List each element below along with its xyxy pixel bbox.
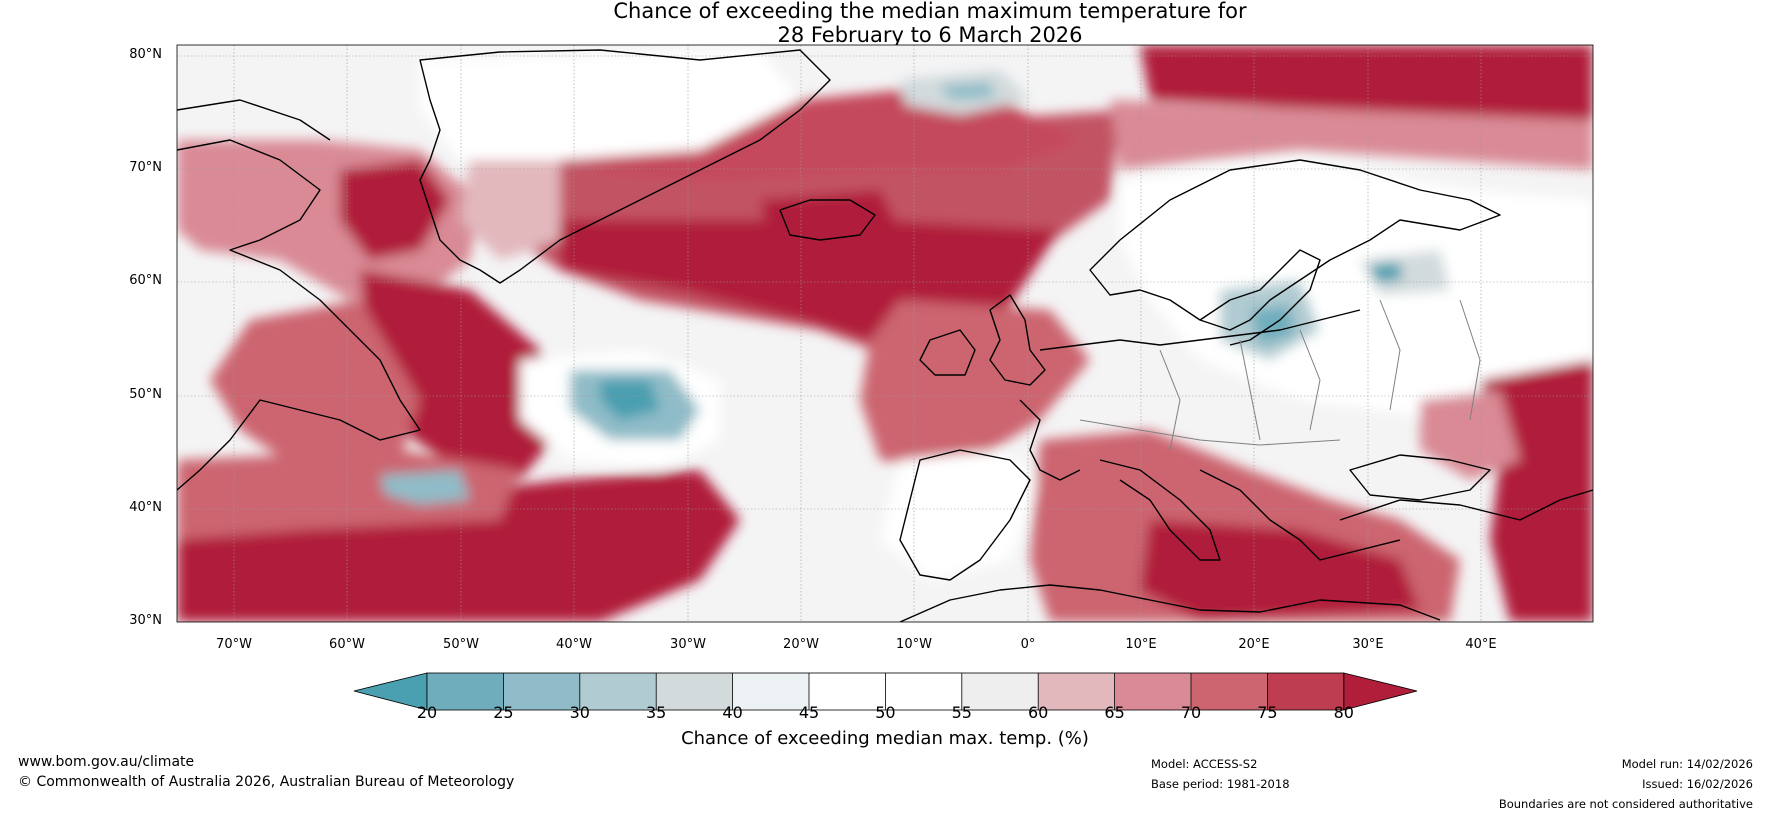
colorbar-tick-20: 20 [416,703,438,722]
colorbar-bin-20-25 [427,673,504,710]
colorbar-bin-50-55 [885,673,962,710]
colorbar-bin-35-40 [656,673,733,710]
italy-coast [1099,459,1221,561]
lat-label-50n: 50°N [129,387,162,402]
footer-disclaimer: Boundaries are not considered authoritat… [1498,797,1753,811]
map-frame [176,44,1594,623]
footer-base-period: Base period: 1981-2018 [1151,777,1290,791]
lon-label-10e: 10°E [1125,637,1157,652]
colorbar-tick-70: 70 [1180,703,1202,722]
baltic-coast [1199,249,1321,346]
footer-copyright: © Commonwealth of Australia 2026, Austra… [18,774,515,790]
lon-label-40w: 40°W [556,637,592,652]
colorbar-tick-65: 65 [1104,703,1125,722]
colorbar-bin-65-70 [1114,673,1191,710]
lat-label-40n: 40°N [129,500,162,515]
graticule [177,45,1593,622]
colorbar-tick-80: 80 [1333,703,1354,722]
colorbar-bin-30-35 [579,673,657,710]
footer-model: Model: ACCESS-S2 [1151,757,1258,771]
footer-model-run: Model run: 14/02/2026 [1621,757,1753,771]
colorbar-tick-35: 35 [646,703,667,722]
colorbar-tick-50: 50 [875,703,896,722]
canada-coast [177,139,421,491]
title-line-2: 28 February to 6 March 2026 [777,23,1083,47]
lon-label-60w: 60°W [329,637,365,652]
lon-label-10w: 10°W [896,637,932,652]
ireland-coast [919,329,976,376]
lon-label-30e: 30°E [1352,637,1384,652]
lon-label-70w: 70°W [216,637,252,652]
map-title: Chance of exceeding the median maximum t… [0,0,1770,47]
colorbar-tick-30: 30 [569,703,590,722]
probability-field [177,45,1593,622]
title-line-1: Chance of exceeding the median maximum t… [613,0,1247,23]
colorbar-bin-70-75 [1191,673,1268,710]
black-sea-coast [1349,454,1491,501]
colorbar-bin-25-30 [503,673,580,710]
lat-label-80n: 80°N [129,47,162,62]
europe-coast [1039,309,1361,351]
lon-label-50w: 50°W [443,637,479,652]
scandinavia-coast [1089,159,1501,331]
colorbar-tick-75: 75 [1257,703,1278,722]
colorbar-tick-40: 40 [722,703,743,722]
colorbar-tick-45: 45 [798,703,820,722]
colorbar [353,672,1418,711]
coastlines [177,49,1593,622]
lon-label-30w: 30°W [670,637,706,652]
colorbar-tick-25: 25 [493,703,514,722]
britain-coast [989,294,1046,386]
iberia-coast [899,449,1031,581]
turkey-coast [1339,489,1593,521]
africa-coast [899,584,1441,622]
lat-label-30n: 30°N [129,613,162,628]
greenland-coast [419,49,831,284]
lon-label-0: 0° [1020,637,1036,652]
colorbar-bin-55-60 [961,673,1039,710]
france-coast [1019,399,1081,481]
lon-label-20w: 20°W [783,637,819,652]
lon-label-20e: 20°E [1238,637,1270,652]
colorbar-bin-40-45 [732,673,809,710]
colorbar-title: Chance of exceeding median max. temp. (%… [681,728,1089,749]
baffin-coast [177,99,331,141]
borders [1079,299,1481,451]
iceland-coast [779,199,876,241]
colorbar-bin-75-80 [1267,673,1344,710]
colorbar-bin-45-50 [809,673,886,710]
colorbar-tick-55: 55 [951,703,972,722]
footer-issued: Issued: 16/02/2026 [1642,777,1753,791]
lon-label-40e: 40°E [1465,637,1497,652]
lat-label-70n: 70°N [129,160,162,175]
footer-website[interactable]: www.bom.gov.au/climate [18,754,195,770]
balkans-coast [1199,469,1401,561]
colorbar-bin-60-65 [1038,673,1115,710]
colorbar-tick-60: 60 [1028,703,1049,722]
lat-label-60n: 60°N [129,273,162,288]
